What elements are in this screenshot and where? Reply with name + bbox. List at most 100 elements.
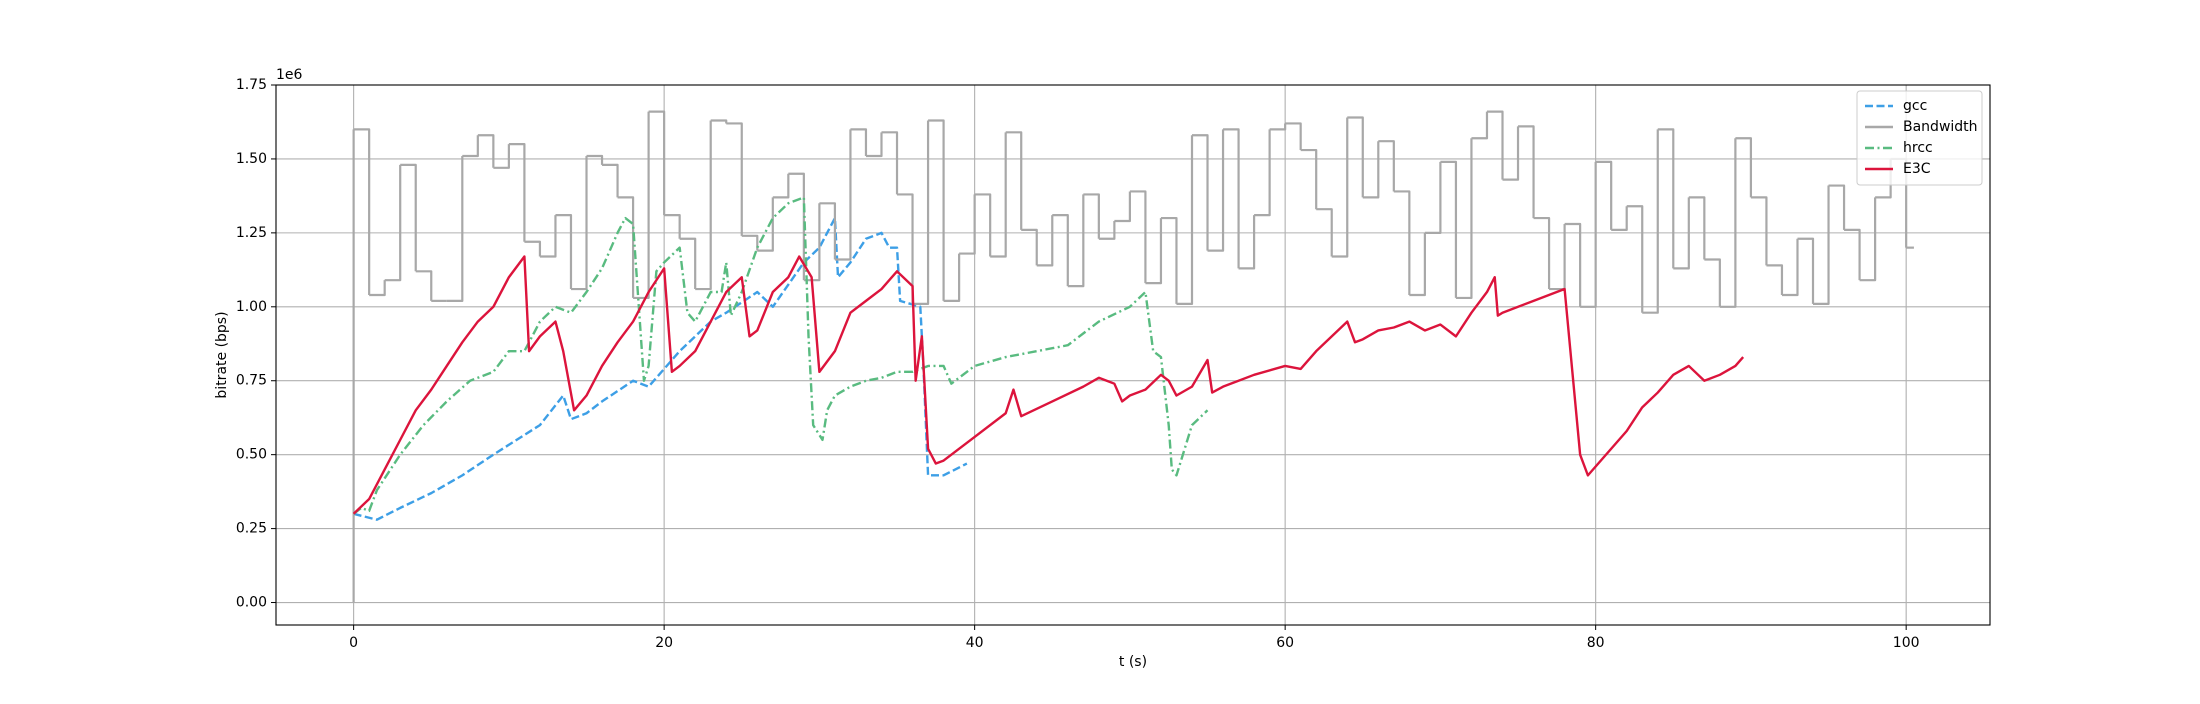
- step-segment: [1595, 160, 1613, 230]
- step-segment: [1269, 123, 1287, 131]
- y-axis-label: bitrate (bps): [214, 311, 230, 398]
- step-segment: [710, 119, 728, 124]
- legend-label: hrcc: [1903, 140, 1933, 156]
- step-segment: [943, 253, 961, 302]
- y-offset-label: 1e6: [276, 67, 303, 83]
- step-segment: [1021, 228, 1038, 266]
- x-tick-label: 20: [655, 635, 673, 651]
- step-segment: [1471, 111, 1489, 140]
- step-segment: [1238, 215, 1256, 270]
- x-axis-label: t (s): [1119, 654, 1147, 670]
- x-tick-label: 100: [1893, 635, 1920, 651]
- step-segment: [850, 128, 868, 156]
- x-tick-label: 60: [1276, 635, 1294, 651]
- step-segment: [788, 172, 805, 281]
- legend-box: [1856, 90, 1983, 186]
- step-segment: [772, 173, 790, 199]
- step-segment: [1207, 129, 1225, 252]
- y-tick-label: 0.00: [236, 595, 267, 611]
- x-tick-label: 0: [349, 635, 358, 651]
- step-segment: [1813, 185, 1830, 305]
- step-segment: [1828, 184, 1846, 230]
- step-segment: [586, 154, 604, 165]
- step-segment: [1859, 197, 1877, 282]
- step-segment: [1704, 258, 1721, 307]
- step-segment: [1129, 190, 1147, 284]
- y-tick-label: 0.50: [236, 447, 267, 463]
- step-segment: [1160, 216, 1178, 304]
- step-segment: [384, 164, 402, 282]
- step-segment: [819, 202, 837, 260]
- step-segment: [1254, 129, 1271, 217]
- step-segment: [524, 240, 542, 257]
- step-segment: [974, 193, 992, 257]
- step-segment: [1362, 141, 1380, 199]
- step-segment: [695, 120, 712, 291]
- step-segment: [1657, 128, 1675, 269]
- step-segment: [1393, 190, 1411, 295]
- step-segment: [1766, 264, 1784, 295]
- step-segment: [1036, 215, 1054, 267]
- legend-label: gcc: [1903, 98, 1927, 114]
- step-segment: [1518, 125, 1535, 219]
- step-segment: [1719, 138, 1737, 308]
- step-segment: [1378, 140, 1395, 192]
- step-segment: [1564, 222, 1582, 307]
- step-segment: [1781, 238, 1799, 297]
- step-segment: [865, 132, 883, 158]
- step-segment: [834, 129, 852, 261]
- step-segment: [1223, 128, 1240, 269]
- step-segment: [1083, 193, 1100, 239]
- step-segment: [400, 163, 417, 272]
- step-segment: [508, 143, 526, 242]
- step-segment: [446, 155, 464, 302]
- step-segment: [664, 214, 681, 239]
- step-segment: [1331, 117, 1349, 258]
- step-segment: [912, 120, 930, 305]
- step-segment: [1067, 194, 1085, 288]
- step-segment: [1455, 138, 1473, 300]
- step-segment: [648, 110, 666, 216]
- step-segment: [539, 215, 557, 258]
- step-segment: [1192, 134, 1209, 251]
- step-segment: [1052, 214, 1069, 287]
- step-segment: [928, 119, 945, 301]
- step-segment: [990, 132, 1007, 258]
- x-tick-label: 80: [1587, 635, 1605, 651]
- step-segment: [1735, 137, 1753, 198]
- y-tick-label: 1.00: [236, 299, 267, 315]
- step-segment: [353, 128, 371, 295]
- step-segment: [1626, 205, 1644, 313]
- step-segment: [1580, 161, 1597, 308]
- step-segment: [741, 234, 759, 251]
- step-segment: [462, 135, 479, 158]
- step-segment: [415, 270, 433, 301]
- legend-label: E3C: [1903, 161, 1931, 177]
- y-tick-label: 0.75: [236, 373, 267, 389]
- y-tick-label: 1.50: [236, 151, 267, 167]
- step-segment: [477, 134, 495, 168]
- y-tick-label: 0.25: [236, 521, 267, 537]
- step-segment: [1005, 131, 1023, 230]
- y-tick-label: 1.75: [236, 77, 267, 93]
- step-segment: [959, 194, 976, 255]
- legend-label: Bandwidth: [1903, 119, 1978, 135]
- step-segment: [1797, 237, 1815, 304]
- step-segment: [602, 163, 619, 198]
- step-segment: [1145, 218, 1163, 285]
- step-segment: [633, 111, 650, 300]
- step-segment: [726, 122, 743, 236]
- step-segment: [1176, 135, 1194, 305]
- step-segment: [679, 237, 697, 290]
- series-line: [352, 255, 1745, 515]
- step-segment: [1098, 221, 1116, 240]
- step-segment: [1409, 232, 1426, 297]
- step-segment: [1673, 197, 1690, 270]
- step-segment: [1347, 116, 1364, 198]
- step-segment: [1486, 110, 1504, 180]
- x-tick-label: 40: [966, 635, 984, 651]
- step-segment: [897, 193, 914, 304]
- plot-lines: [352, 110, 1914, 603]
